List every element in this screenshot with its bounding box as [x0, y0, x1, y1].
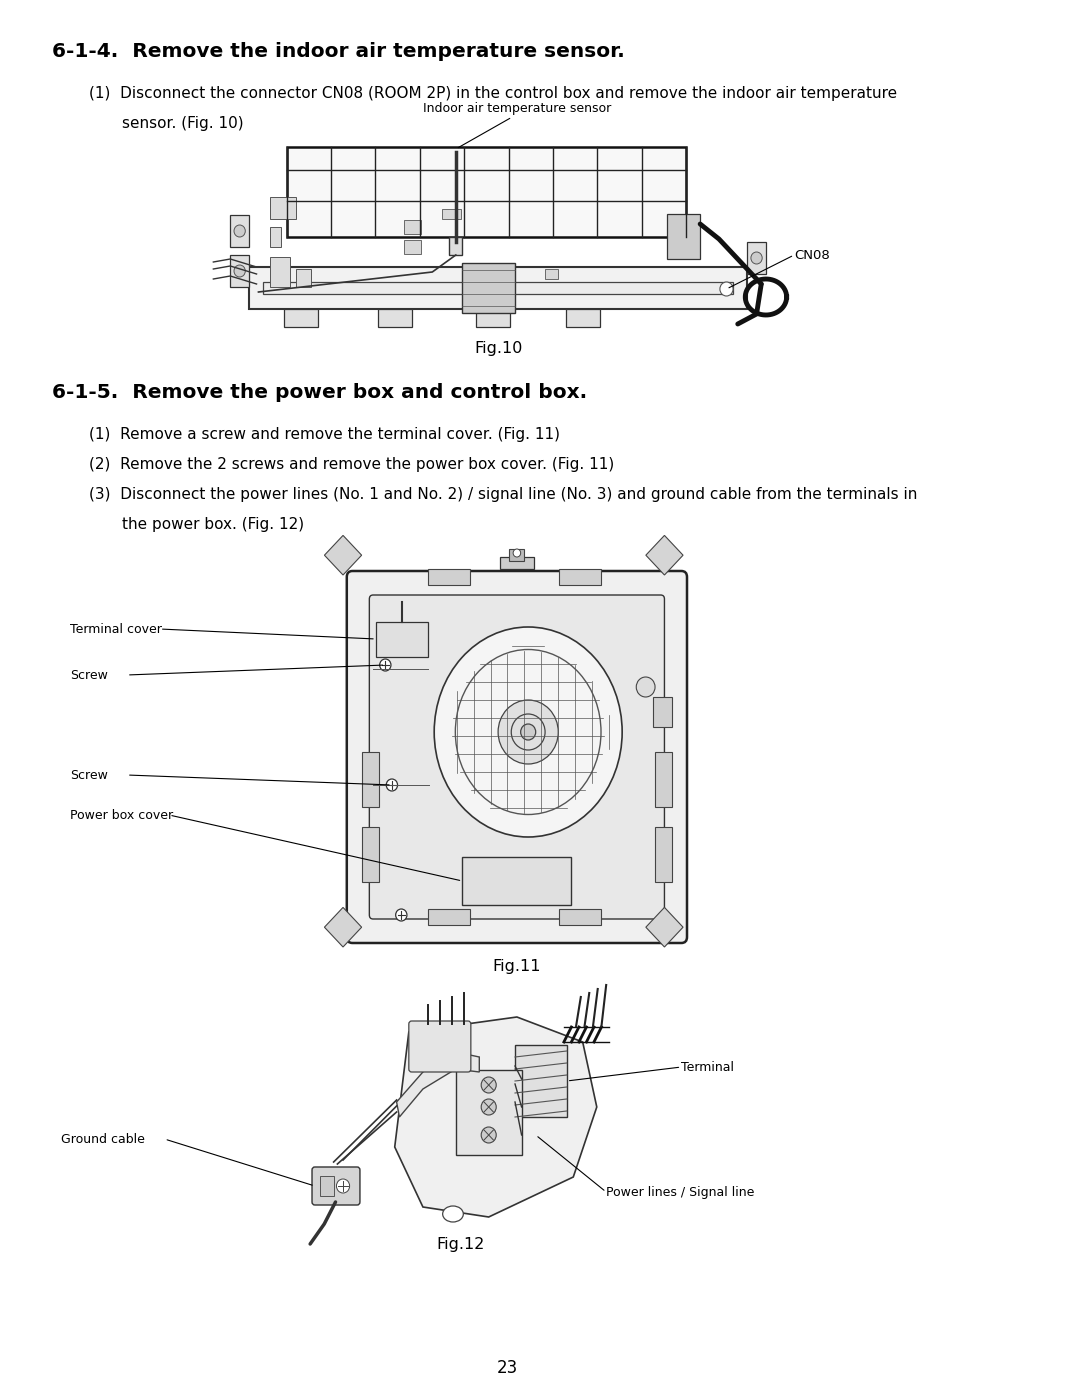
Text: Terminal: Terminal [681, 1060, 734, 1073]
Bar [376, 622, 428, 657]
Circle shape [751, 251, 762, 264]
Bar [646, 535, 683, 576]
Bar [462, 263, 515, 313]
Text: Screw: Screw [70, 768, 108, 781]
Bar [667, 214, 700, 258]
Bar [404, 240, 421, 254]
Bar [476, 309, 511, 327]
Text: (1)  Disconnect the connector CN08 (ROOM 2P) in the control box and remove the i: (1) Disconnect the connector CN08 (ROOM … [90, 87, 897, 101]
Circle shape [720, 282, 733, 296]
Polygon shape [394, 1017, 597, 1217]
Bar [428, 569, 470, 585]
Text: Ground cable: Ground cable [62, 1133, 145, 1146]
Bar [656, 827, 672, 882]
Bar [449, 237, 462, 256]
Bar [656, 752, 672, 807]
Bar [270, 226, 281, 247]
Text: 23: 23 [497, 1359, 518, 1377]
Polygon shape [396, 1052, 480, 1118]
Bar [249, 267, 747, 309]
Bar [559, 569, 602, 585]
Text: (1)  Remove a screw and remove the terminal cover. (Fig. 11): (1) Remove a screw and remove the termin… [90, 427, 561, 441]
Bar [462, 856, 571, 905]
Bar [321, 1176, 334, 1196]
Circle shape [482, 1099, 496, 1115]
Bar [270, 197, 296, 219]
Circle shape [395, 909, 407, 921]
Bar [510, 549, 525, 562]
Circle shape [513, 549, 521, 557]
FancyBboxPatch shape [347, 571, 687, 943]
Text: 6-1-5.  Remove the power box and control box.: 6-1-5. Remove the power box and control … [52, 383, 586, 402]
Text: sensor. (Fig. 10): sensor. (Fig. 10) [122, 116, 244, 131]
Bar [324, 535, 362, 576]
Ellipse shape [443, 1206, 463, 1222]
Bar [545, 270, 558, 279]
Bar [324, 908, 362, 947]
Text: (2)  Remove the 2 screws and remove the power box cover. (Fig. 11): (2) Remove the 2 screws and remove the p… [90, 457, 615, 472]
Bar [559, 909, 602, 925]
Bar [515, 1045, 567, 1118]
Bar [646, 908, 683, 947]
Bar [362, 752, 379, 807]
Text: the power box. (Fig. 12): the power box. (Fig. 12) [122, 517, 305, 532]
Text: CN08: CN08 [794, 249, 829, 261]
Text: Power lines / Signal line: Power lines / Signal line [606, 1186, 755, 1199]
Bar [404, 219, 421, 235]
Bar [566, 309, 599, 327]
Bar [456, 1070, 522, 1155]
Text: Fig.10: Fig.10 [474, 341, 523, 356]
Bar [378, 309, 411, 327]
Circle shape [380, 659, 391, 671]
Circle shape [511, 714, 545, 750]
Text: Fig.11: Fig.11 [492, 958, 541, 974]
FancyBboxPatch shape [312, 1166, 360, 1206]
Circle shape [521, 724, 536, 740]
Text: Fig.12: Fig.12 [436, 1236, 485, 1252]
Bar [286, 147, 686, 237]
Bar [284, 309, 318, 327]
Text: Screw: Screw [70, 669, 108, 682]
Bar [362, 827, 379, 882]
Bar [230, 215, 249, 247]
Circle shape [482, 1127, 496, 1143]
Circle shape [234, 225, 245, 237]
FancyBboxPatch shape [369, 595, 664, 919]
Text: (3)  Disconnect the power lines (No. 1 and No. 2) / signal line (No. 3) and grou: (3) Disconnect the power lines (No. 1 an… [90, 488, 918, 502]
Circle shape [482, 1077, 496, 1092]
Bar [428, 909, 470, 925]
Bar [270, 257, 291, 286]
Bar [264, 282, 733, 293]
FancyBboxPatch shape [409, 1021, 471, 1071]
Bar [500, 557, 534, 569]
Bar [230, 256, 249, 286]
Circle shape [387, 780, 397, 791]
Text: Indoor air temperature sensor: Indoor air temperature sensor [422, 102, 611, 115]
Circle shape [498, 700, 558, 764]
Bar [747, 242, 766, 274]
Text: Terminal cover: Terminal cover [70, 623, 162, 636]
Bar [442, 210, 460, 219]
Text: 6-1-4.  Remove the indoor air temperature sensor.: 6-1-4. Remove the indoor air temperature… [52, 42, 624, 61]
Circle shape [234, 265, 245, 277]
Ellipse shape [434, 627, 622, 837]
Text: Power box cover: Power box cover [70, 809, 174, 821]
Bar [296, 270, 311, 286]
Circle shape [636, 678, 656, 697]
Circle shape [337, 1179, 350, 1193]
Bar [653, 697, 672, 726]
